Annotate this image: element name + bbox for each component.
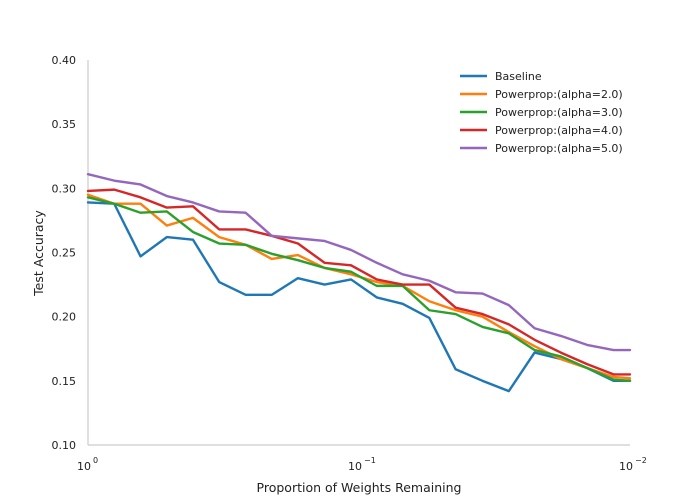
y-tick-label: 0.15 xyxy=(52,375,77,388)
legend-entry: Baseline xyxy=(460,70,542,83)
legend-label: Powerprop:(alpha=4.0) xyxy=(495,124,623,137)
legend: Baseline Powerprop:(alpha=2.0) Powerprop:(… xyxy=(460,70,623,155)
series-lines xyxy=(86,173,632,393)
x-tick-exponent: −1 xyxy=(364,456,376,465)
legend-entry: Powerprop:(alpha=4.0) xyxy=(460,124,623,137)
y-tick-label: 0.10 xyxy=(52,439,77,452)
y-axis-label: Test Accuracy xyxy=(31,210,46,297)
legend-label: Baseline xyxy=(495,70,542,83)
legend-label: Powerprop:(alpha=2.0) xyxy=(495,88,623,101)
legend-label: Powerprop:(alpha=3.0) xyxy=(495,106,623,119)
series-line-powerprop-alpha-4-0- xyxy=(86,188,632,376)
y-tick-label: 0.30 xyxy=(52,182,77,195)
x-tick-base: 10 xyxy=(619,460,633,473)
y-tick-label: 0.40 xyxy=(52,54,77,67)
x-axis-label: Proportion of Weights Remaining xyxy=(257,480,462,495)
y-tick-label: 0.25 xyxy=(52,247,77,260)
x-tick-label: 10 −2 xyxy=(619,456,647,473)
legend-entry: Powerprop:(alpha=5.0) xyxy=(460,142,623,155)
series-line-powerprop-alpha-2-0- xyxy=(86,193,632,380)
axes xyxy=(87,60,630,446)
x-tick-exponent: 0 xyxy=(93,456,98,465)
x-tick-base: 10 xyxy=(77,460,91,473)
legend-entry: Powerprop:(alpha=2.0) xyxy=(460,88,623,101)
series-line-baseline xyxy=(86,201,632,393)
legend-label: Powerprop:(alpha=5.0) xyxy=(495,142,623,155)
legend-entry: Powerprop:(alpha=3.0) xyxy=(460,106,623,119)
x-tick-label: 10 0 xyxy=(77,456,98,473)
series-line-powerprop-alpha-3-0- xyxy=(86,196,632,383)
y-tick-label: 0.20 xyxy=(52,311,77,324)
x-tick-label: 10 −1 xyxy=(348,456,376,473)
series-line-powerprop-alpha-5-0- xyxy=(86,173,632,352)
y-tick-label: 0.35 xyxy=(52,118,77,131)
x-tick-exponent: −2 xyxy=(635,456,647,465)
x-tick-base: 10 xyxy=(348,460,362,473)
